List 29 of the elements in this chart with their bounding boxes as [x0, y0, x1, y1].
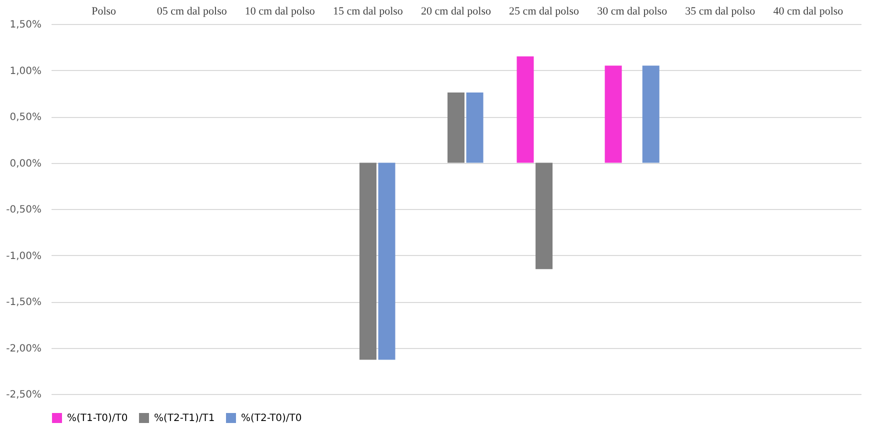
y-tick-label: 0,00%	[10, 158, 42, 170]
x-tick-label: 30 cm dal polso	[597, 6, 668, 18]
x-tick-label: Polso	[92, 6, 117, 18]
x-tick-label: 10 cm dal polso	[244, 6, 316, 18]
y-tick-label: 0,50%	[10, 112, 42, 123]
bar	[642, 66, 660, 163]
bar	[466, 92, 484, 163]
bar	[516, 56, 534, 163]
y-tick-label: -0,50%	[6, 204, 42, 216]
y-tick-label: 1,50%	[10, 20, 42, 30]
x-tick-label: 05 cm dal polso	[156, 6, 228, 18]
legend-label: %(T1-T0)/T0	[67, 413, 128, 424]
x-tick-label: 25 cm dal polso	[509, 6, 580, 18]
y-tick-label: -2,50%	[6, 390, 42, 400]
legend-label: %(T2-T0)/T0	[241, 413, 302, 424]
bar	[536, 162, 553, 270]
x-tick-label: 35 cm dal polso	[685, 6, 756, 18]
legend-label: %(T2-T1)/T1	[154, 413, 215, 424]
x-tick-label: 20 cm dal polso	[421, 6, 492, 18]
y-tick-label: -1,00%	[6, 250, 42, 262]
bar	[378, 162, 396, 360]
y-tick-label: -1,50%	[6, 297, 42, 308]
bar	[604, 66, 622, 163]
bar	[359, 162, 376, 360]
bar	[448, 92, 464, 163]
x-tick-label: 15 cm dal polso	[332, 6, 404, 18]
y-tick-label: 1,00%	[10, 66, 42, 77]
x-tick-label: 40 cm dal polso	[773, 6, 844, 18]
y-tick-label: -2,00%	[6, 343, 42, 354]
